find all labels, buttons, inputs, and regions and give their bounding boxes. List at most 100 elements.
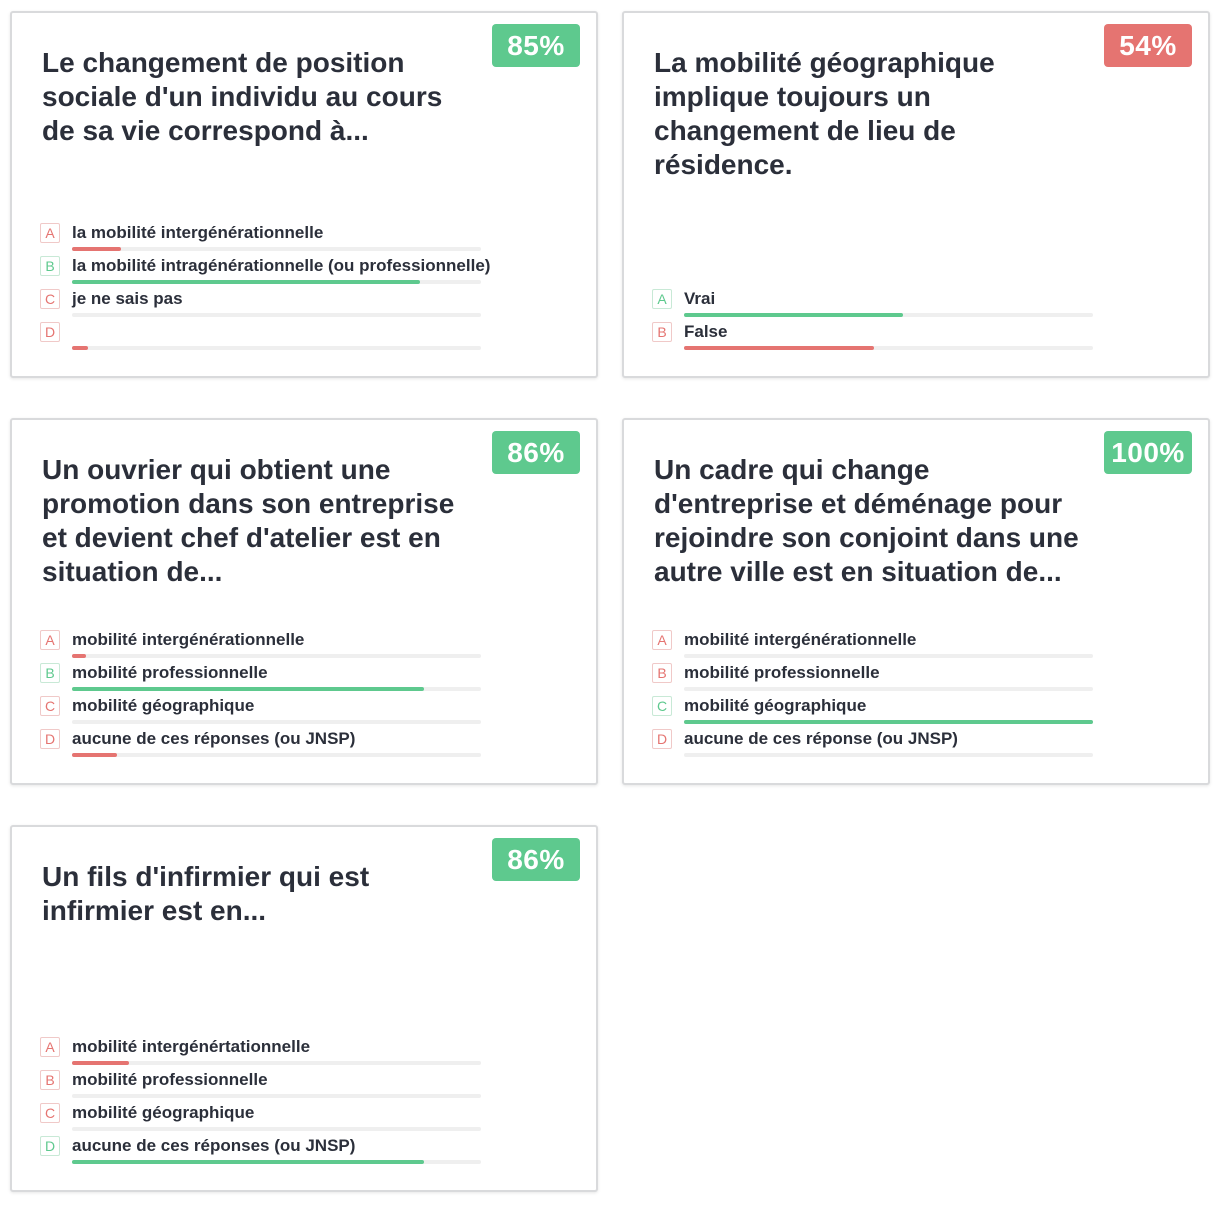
answer-bar-track — [72, 720, 481, 724]
answer-letter: A — [40, 1037, 60, 1057]
answer-letter: B — [40, 1070, 60, 1090]
answer-letter: D — [40, 1136, 60, 1156]
answer-bar-fill — [684, 346, 875, 350]
answer-bar-track — [72, 1160, 481, 1164]
answer-label: mobilité géographique — [72, 696, 255, 715]
answer-bar-fill — [72, 687, 424, 691]
answer-bar-track — [72, 654, 481, 658]
answer-bar-fill — [72, 280, 420, 284]
answer-bar-track — [684, 313, 1093, 317]
answer-bar-fill — [72, 1061, 130, 1065]
answer-bar-track — [684, 346, 1093, 350]
answer-list: A la mobilité intergénérationnelle B la … — [40, 223, 490, 355]
answer-letter: B — [652, 322, 672, 342]
score-badge: 86% — [492, 838, 580, 881]
answer-letter: D — [652, 729, 672, 749]
answer-label: la mobilité intragénérationnelle (ou pro… — [72, 256, 491, 275]
answer-letter: C — [40, 696, 60, 716]
answer-label: mobilité intergénérationnelle — [72, 630, 305, 649]
answer-bar-track — [72, 1061, 481, 1065]
answer-letter: A — [40, 223, 60, 243]
answer-letter: C — [652, 696, 672, 716]
question-card[interactable]: 54% La mobilité géographique implique to… — [622, 11, 1210, 378]
answer-label: mobilité professionnelle — [72, 1070, 268, 1089]
score-badge: 86% — [492, 431, 580, 474]
answer-label: la mobilité intergénérationnelle — [72, 223, 324, 242]
answer-bar-track — [72, 346, 481, 350]
question-text: Un cadre qui change d'entreprise et démé… — [654, 454, 1079, 587]
answer-letter: D — [40, 322, 60, 342]
answer-letter: A — [40, 630, 60, 650]
answer-bar-track — [72, 1094, 481, 1098]
answer-row: D — [40, 322, 485, 355]
answer-label: mobilité intergénérationnelle — [684, 630, 917, 649]
question-card[interactable]: 85% Le changement de position sociale d'… — [10, 11, 598, 378]
answer-bar-track — [684, 720, 1093, 724]
answer-label: aucune de ces réponses (ou JNSP) — [72, 729, 356, 748]
answer-row: C je ne sais pas — [40, 289, 485, 322]
question-card[interactable]: 86% Un ouvrier qui obtient une promotion… — [10, 418, 598, 785]
answer-bar-fill — [72, 654, 87, 658]
answer-row: D aucune de ces réponse (ou JNSP) — [652, 729, 1097, 762]
score-badge: 100% — [1104, 431, 1192, 474]
answer-bar-fill — [72, 753, 117, 757]
answer-label: Vrai — [684, 289, 716, 308]
answer-letter: C — [40, 1103, 60, 1123]
answer-label: False — [684, 322, 728, 341]
question-card[interactable]: 86% Un fils d'infirmier qui est infirmie… — [10, 825, 598, 1192]
question-text: Le changement de position sociale d'un i… — [42, 47, 443, 146]
question-text: La mobilité géographique implique toujou… — [654, 47, 995, 180]
question-card[interactable]: 100% Un cadre qui change d'entreprise et… — [622, 418, 1210, 785]
answer-bar-track — [72, 753, 481, 757]
answer-bar-track — [684, 687, 1093, 691]
answer-label: mobilité professionnelle — [684, 663, 880, 682]
answer-letter: B — [40, 256, 60, 276]
answer-bar-fill — [72, 346, 89, 350]
answer-row: C mobilité géographique — [652, 696, 1097, 729]
answer-list: A mobilité intergénértationnelle B mobil… — [40, 1037, 485, 1169]
answer-label: je ne sais pas — [72, 289, 183, 308]
answer-label: aucune de ces réponses (ou JNSP) — [72, 1136, 356, 1155]
answer-row: A mobilité intergénérationnelle — [40, 630, 485, 663]
answer-list: A mobilité intergénérationnelle B mobili… — [40, 630, 485, 762]
answer-label: mobilité géographique — [684, 696, 867, 715]
answer-row: B la mobilité intragénérationnelle (ou p… — [40, 256, 490, 289]
answer-letter: C — [40, 289, 60, 309]
answer-bar-track — [72, 247, 481, 251]
answer-bar-track — [72, 1127, 481, 1131]
answer-bar-track — [72, 280, 481, 284]
answer-label: mobilité professionnelle — [72, 663, 268, 682]
answer-row: D aucune de ces réponses (ou JNSP) — [40, 729, 485, 762]
answer-row: B mobilité professionnelle — [40, 663, 485, 696]
score-badge: 54% — [1104, 24, 1192, 67]
answer-row: B mobilité professionnelle — [40, 1070, 485, 1103]
answer-bar-fill — [684, 313, 903, 317]
answer-bar-track — [72, 313, 481, 317]
answer-row: D aucune de ces réponses (ou JNSP) — [40, 1136, 485, 1169]
answer-row: B mobilité professionnelle — [652, 663, 1097, 696]
answer-row: B False — [652, 322, 1097, 355]
answer-letter: B — [652, 663, 672, 683]
answer-letter: B — [40, 663, 60, 683]
answer-bar-track — [684, 753, 1093, 757]
answer-bar-track — [684, 654, 1093, 658]
answer-row: A la mobilité intergénérationnelle — [40, 223, 485, 256]
answer-row: C mobilité géographique — [40, 1103, 485, 1136]
answer-row: A mobilité intergénértationnelle — [40, 1037, 485, 1070]
answer-letter: D — [40, 729, 60, 749]
answer-bar-track — [72, 687, 481, 691]
answer-row: A mobilité intergénérationnelle — [652, 630, 1097, 663]
answer-label: aucune de ces réponse (ou JNSP) — [684, 729, 958, 748]
answer-letter: A — [652, 630, 672, 650]
question-text: Un ouvrier qui obtient une promotion dan… — [42, 454, 455, 587]
answer-row: A Vrai — [652, 289, 1097, 322]
answer-list: A Vrai B False — [652, 289, 1097, 355]
answer-list: A mobilité intergénérationnelle B mobili… — [652, 630, 1097, 762]
answer-bar-fill — [72, 1160, 424, 1164]
answer-bar-fill — [72, 247, 122, 251]
answer-label: mobilité intergénértationnelle — [72, 1037, 311, 1056]
question-text: Un fils d'infirmier qui est infirmier es… — [42, 861, 370, 926]
answer-letter: A — [652, 289, 672, 309]
score-badge: 85% — [492, 24, 580, 67]
answer-bar-fill — [684, 720, 1093, 724]
